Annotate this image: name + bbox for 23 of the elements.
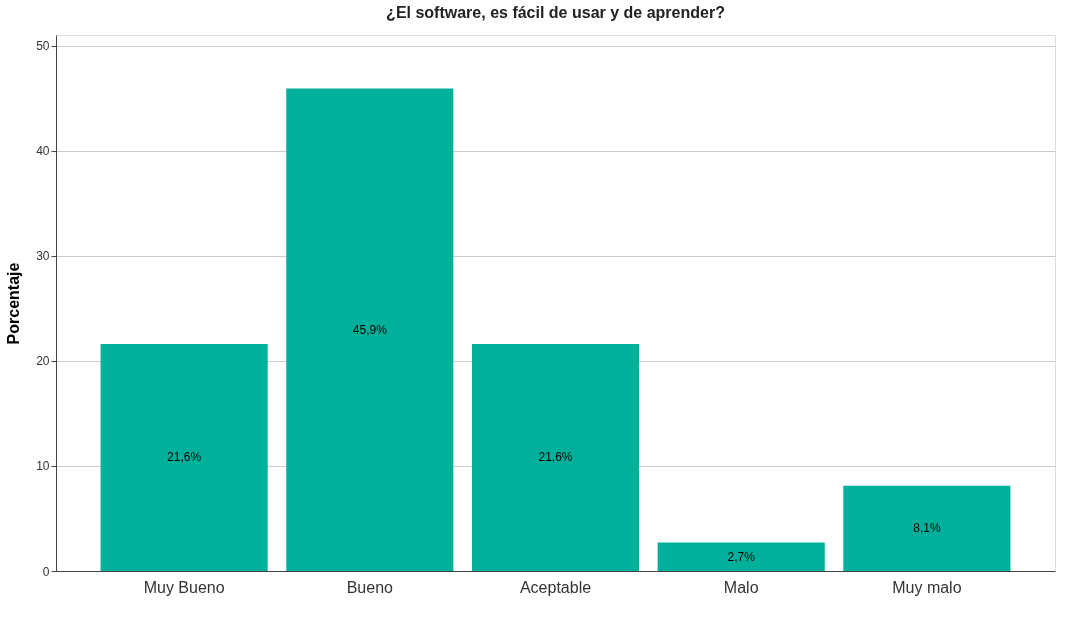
bar [100, 343, 268, 571]
y-tick-label: 20 [36, 354, 50, 369]
chart-title: ¿El software, es fácil de usar y de aprender? [386, 4, 725, 21]
bar [471, 343, 640, 571]
y-tick-label: 30 [36, 249, 50, 264]
bar [843, 485, 1011, 571]
y-tick-label: 10 [36, 459, 50, 474]
y-tick-label: 40 [36, 144, 50, 159]
y-tick-label: 50 [36, 39, 50, 54]
y-tick-label: 0 [42, 564, 50, 579]
data-label: 21,6% [538, 450, 573, 465]
data-label: 2,7% [727, 549, 756, 564]
x-tick-label: Muy malo [892, 578, 962, 596]
data-label: 21,6% [167, 450, 202, 465]
x-tick-label: Bueno [346, 578, 394, 596]
x-tick-label: Malo [723, 578, 759, 596]
bar [286, 88, 454, 571]
bar [657, 542, 825, 571]
data-label: 45,9% [352, 322, 388, 337]
x-tick-label: Muy Bueno [143, 578, 225, 596]
data-label: 8,1% [913, 521, 941, 536]
y-axis-title: Porcentaje [5, 262, 23, 345]
x-tick-label: Aceptable [519, 578, 592, 596]
